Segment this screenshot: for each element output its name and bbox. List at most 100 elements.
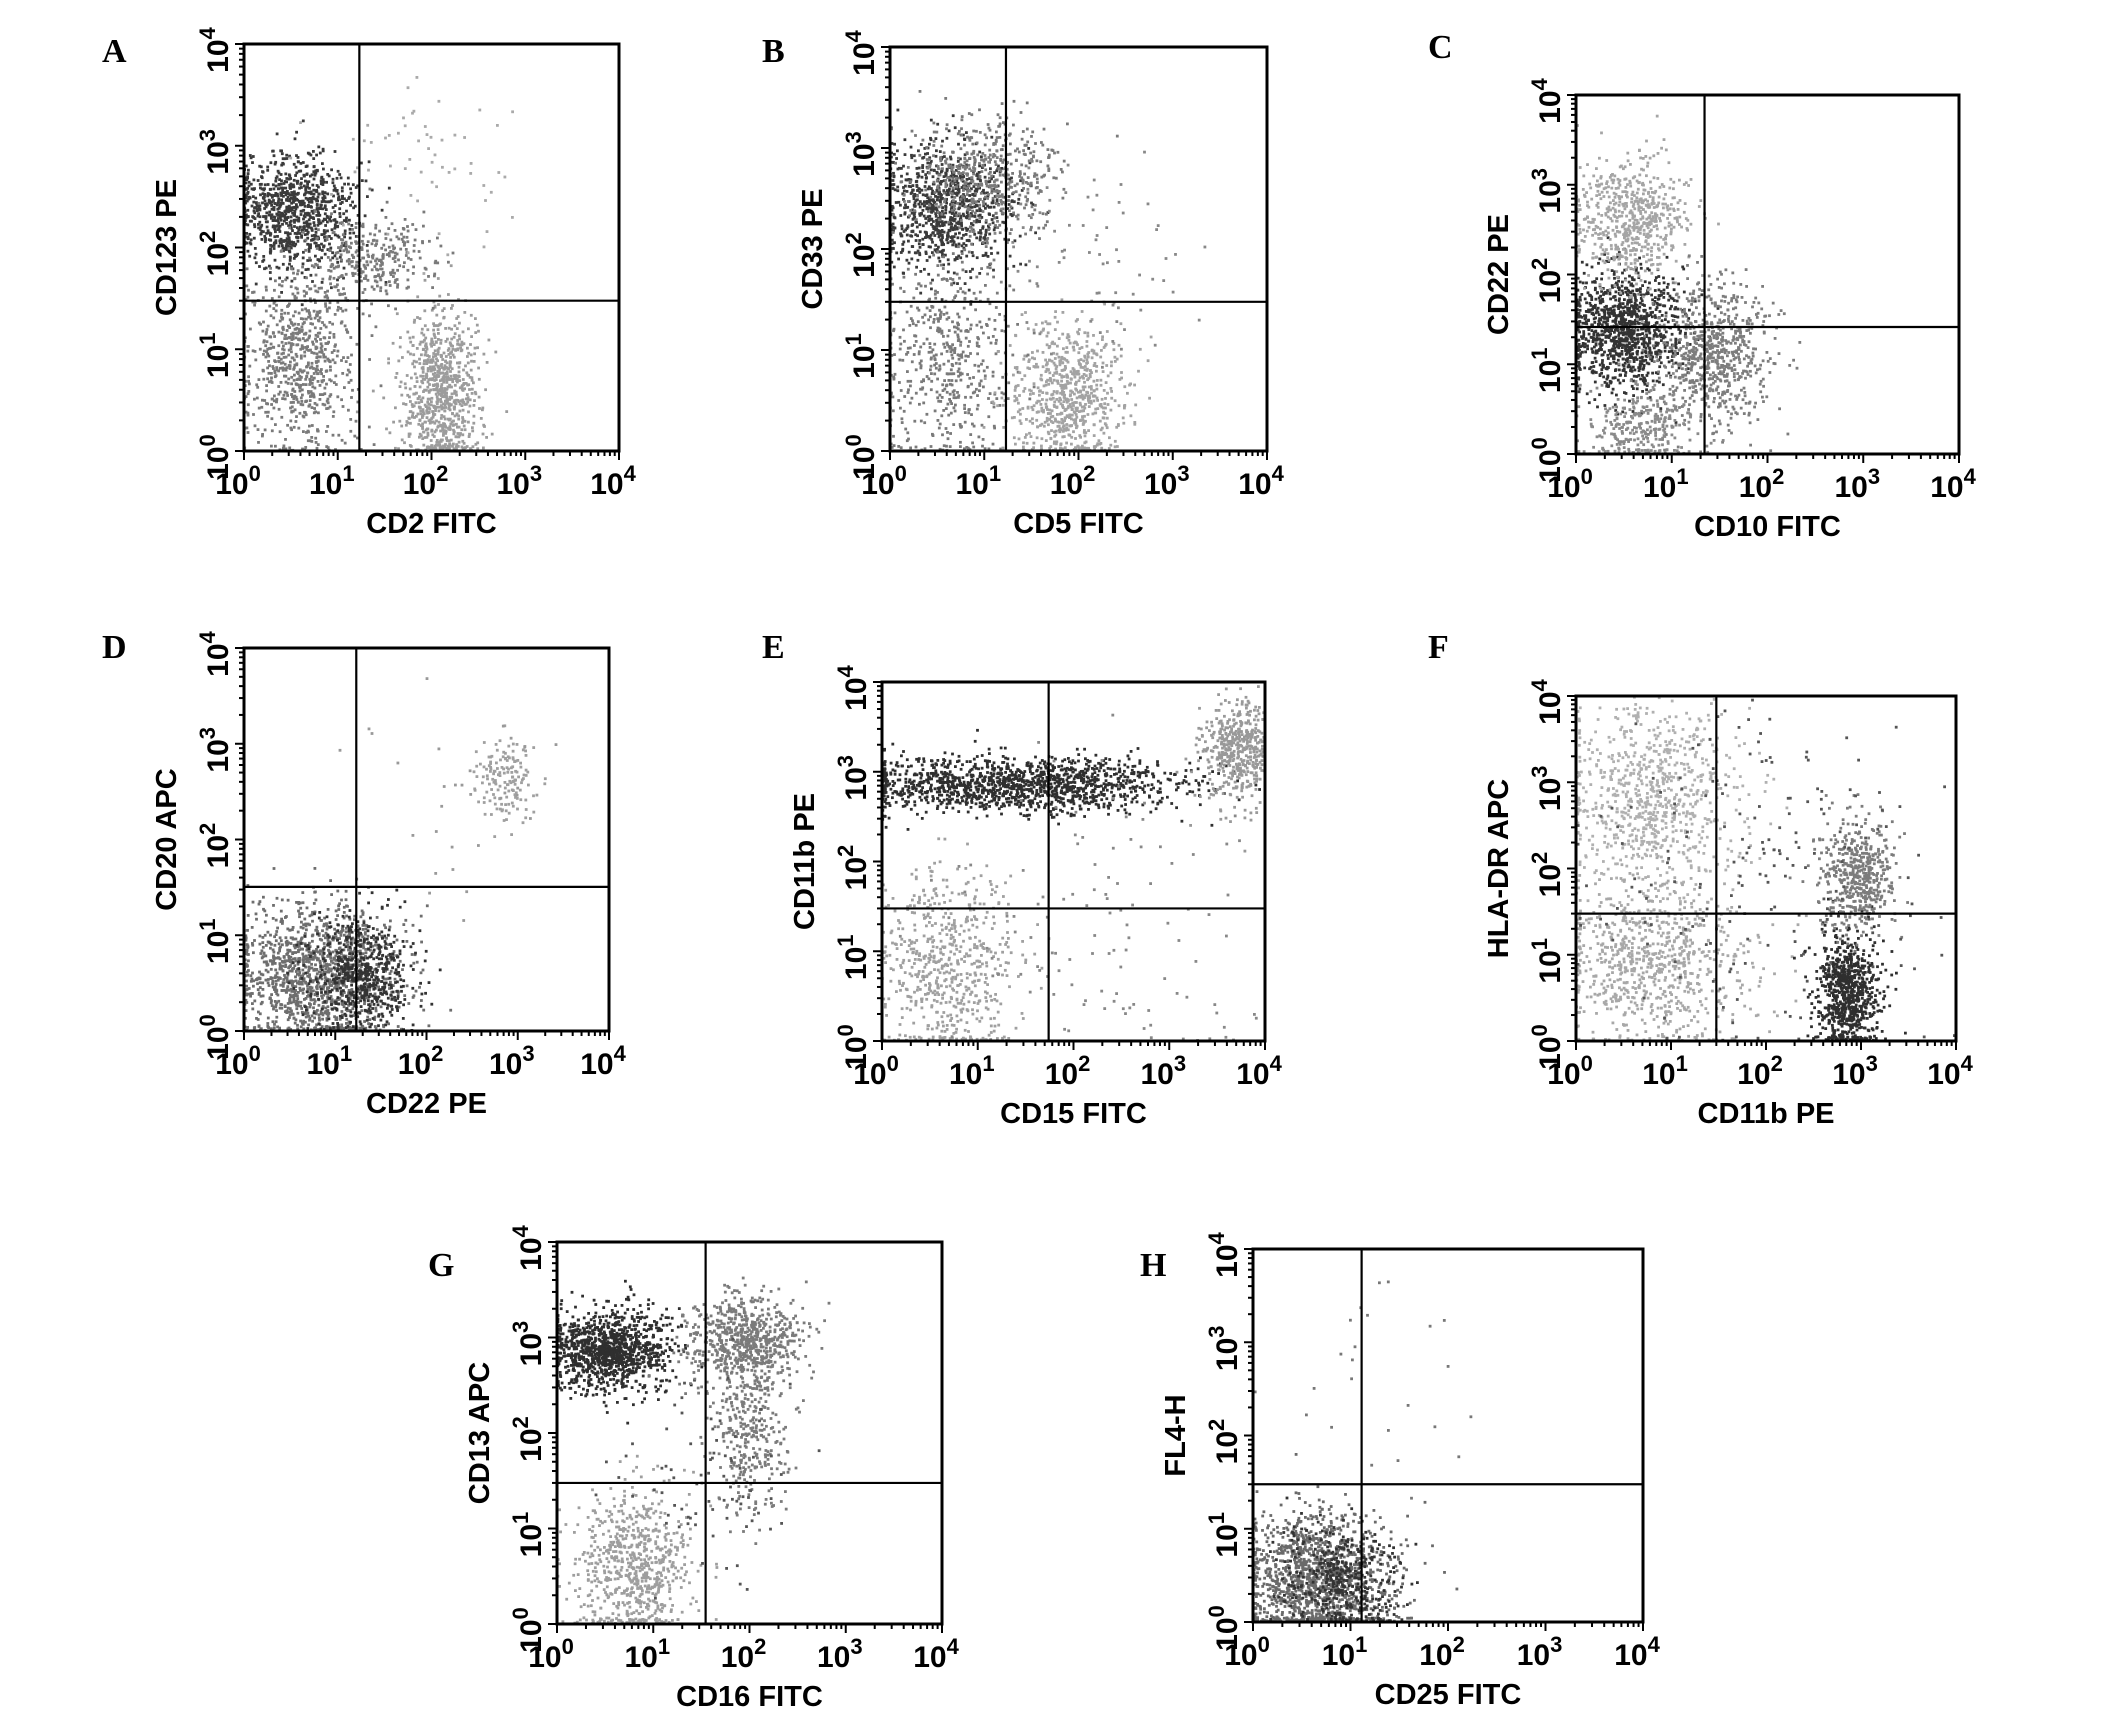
- event-dot: [368, 187, 372, 191]
- event-dot: [929, 195, 933, 199]
- event-dot: [942, 313, 946, 316]
- event-dot: [922, 204, 926, 208]
- event-dot: [943, 379, 946, 382]
- event-dot: [1066, 333, 1070, 336]
- event-dot: [295, 203, 298, 206]
- event-dot: [922, 321, 926, 325]
- event-dot: [447, 293, 450, 296]
- event-dot: [457, 425, 461, 429]
- event-dot: [910, 257, 914, 261]
- event-dot: [280, 340, 284, 344]
- event-dot: [301, 346, 305, 349]
- event-dot: [921, 315, 924, 319]
- event-dot: [296, 291, 300, 295]
- event-dot: [418, 317, 422, 320]
- event-dot: [967, 184, 971, 188]
- event-dot: [932, 144, 936, 147]
- event-dot: [1008, 209, 1011, 213]
- event-dot: [1081, 385, 1085, 389]
- event-dot: [253, 424, 257, 428]
- event-dot: [893, 226, 897, 230]
- event-dot: [289, 208, 292, 212]
- event-dot: [246, 186, 249, 190]
- event-dot: [429, 358, 433, 362]
- event-dot: [1053, 363, 1057, 367]
- event-dot: [986, 237, 990, 240]
- event-dot: [966, 190, 969, 193]
- event-dot: [456, 445, 460, 448]
- event-dot: [271, 225, 275, 229]
- event-dot: [940, 155, 944, 159]
- event-dot: [285, 177, 289, 180]
- event-dot: [947, 189, 950, 192]
- event-dot: [992, 153, 996, 156]
- event-dot: [912, 194, 916, 198]
- event-dot: [462, 441, 466, 445]
- event-dot: [282, 240, 286, 243]
- event-dot: [913, 215, 917, 219]
- event-dot: [446, 398, 450, 402]
- event-dot: [301, 317, 305, 321]
- population-mid-lower: [889, 193, 1036, 453]
- event-dot: [448, 417, 452, 421]
- event-dot: [294, 420, 298, 423]
- event-dot: [281, 347, 284, 351]
- event-dot: [428, 421, 432, 425]
- event-dot: [1121, 416, 1125, 420]
- event-dot: [983, 133, 987, 137]
- event-dot: [330, 228, 334, 232]
- event-dot: [308, 334, 311, 338]
- event-dot: [955, 179, 959, 183]
- event-dot: [978, 384, 982, 387]
- event-dot: [936, 122, 940, 126]
- event-dot: [302, 415, 306, 419]
- event-dot: [304, 188, 308, 192]
- event-dot: [950, 402, 953, 405]
- event-dot: [1015, 398, 1019, 402]
- event-dot: [293, 225, 296, 228]
- event-dot: [342, 287, 345, 291]
- event-dot: [292, 183, 295, 187]
- event-dot: [981, 166, 984, 169]
- event-dot: [260, 223, 264, 227]
- event-dot: [956, 333, 960, 337]
- event-dot: [319, 342, 323, 346]
- event-dot: [297, 191, 300, 195]
- event-dot: [430, 367, 434, 371]
- event-dot: [983, 143, 987, 147]
- event-dot: [1016, 217, 1020, 221]
- event-dot: [308, 399, 312, 402]
- event-dot: [940, 169, 944, 172]
- event-dot: [987, 228, 991, 231]
- event-dot: [936, 186, 939, 190]
- event-dot: [944, 211, 948, 215]
- event-dot: [899, 406, 902, 410]
- event-dot: [1007, 238, 1010, 242]
- event-dot: [282, 162, 285, 166]
- event-dot: [299, 347, 303, 351]
- event-dot: [290, 410, 294, 413]
- event-dot: [482, 446, 485, 450]
- event-dot: [334, 383, 338, 386]
- event-dot: [347, 197, 351, 200]
- event-dot: [291, 185, 294, 189]
- event-dot: [432, 322, 435, 326]
- event-dot: [295, 326, 299, 330]
- event-dot: [285, 366, 289, 369]
- event-dot: [411, 411, 415, 415]
- event-dot: [893, 152, 896, 156]
- event-dot: [274, 192, 278, 195]
- event-dot: [336, 278, 339, 282]
- event-dot: [295, 383, 298, 386]
- event-dot: [413, 392, 417, 396]
- event-dot: [299, 199, 302, 203]
- event-dot: [290, 265, 293, 269]
- event-dot: [304, 165, 308, 168]
- event-dot: [281, 246, 285, 250]
- event-dot: [980, 325, 983, 329]
- event-dot: [411, 272, 415, 275]
- event-dot: [891, 231, 895, 234]
- event-dot: [944, 199, 948, 203]
- event-dot: [965, 229, 969, 232]
